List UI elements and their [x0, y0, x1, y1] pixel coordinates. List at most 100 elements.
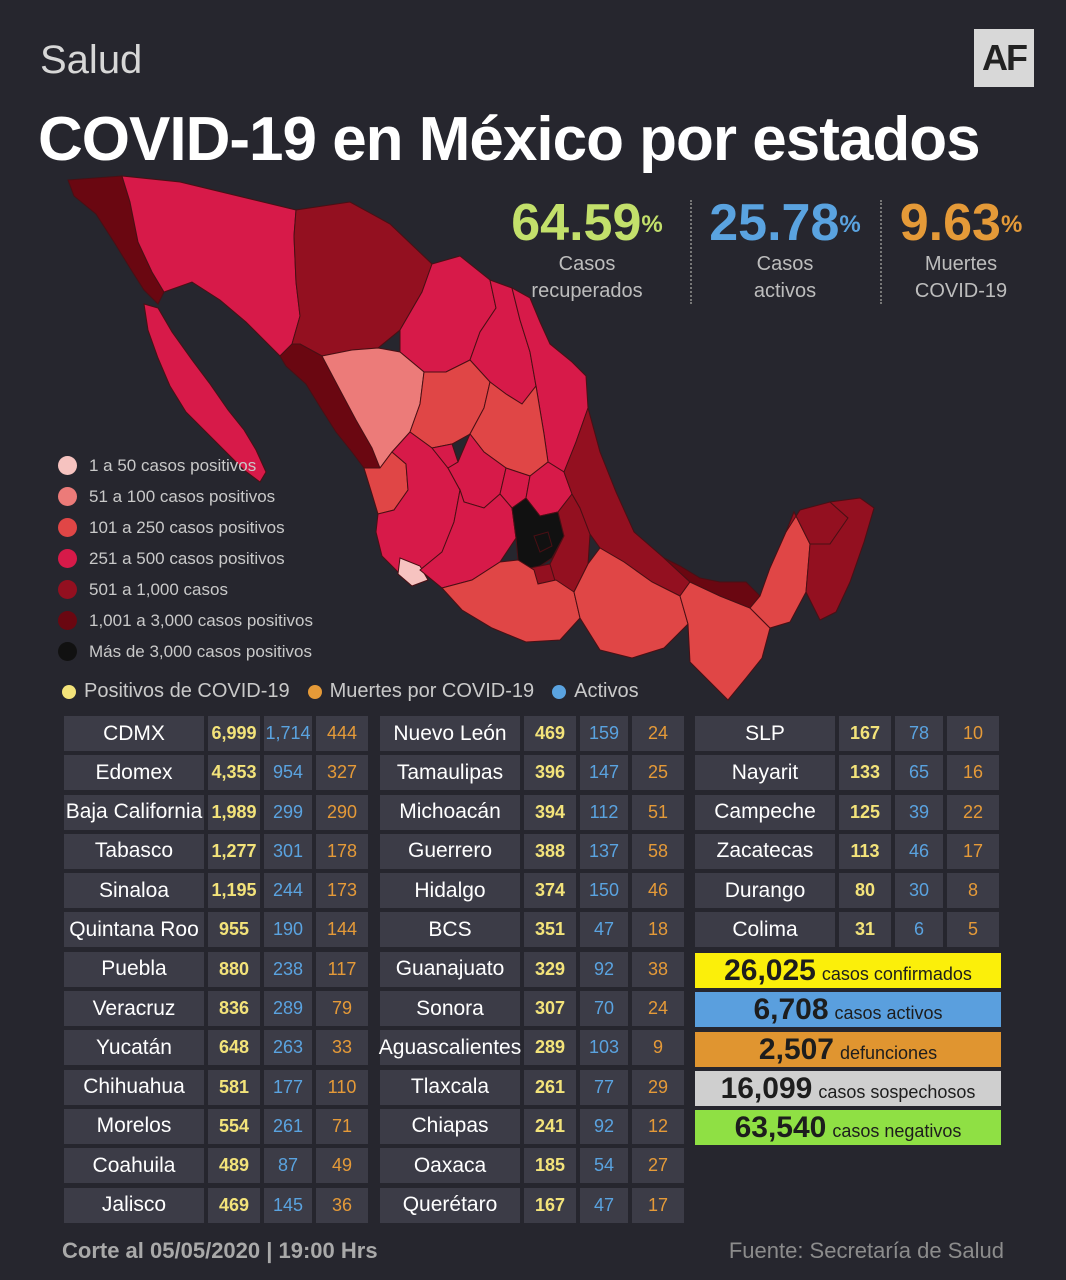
cell-activos: 289 [264, 991, 312, 1027]
cell-state-name: Quintana Roo [64, 912, 204, 948]
table-row: CDMX 6,999 1,714 444 [64, 716, 372, 751]
cell-activos: 954 [264, 755, 312, 791]
stat-muertes: 9.63% Muertes COVID-19 [866, 195, 1056, 305]
cell-positivos: 554 [208, 1108, 260, 1144]
map-state-quintana-roo [805, 497, 875, 621]
page-title: COVID-19 en México por estados [38, 105, 981, 174]
cell-muertes: 9 [632, 1030, 684, 1066]
cell-activos: 112 [580, 794, 628, 830]
cell-muertes: 17 [632, 1187, 684, 1223]
table-row: Puebla 880 238 117 [64, 951, 372, 987]
cell-muertes: 178 [316, 833, 368, 869]
legend-item: Más de 3,000 casos positivos [58, 636, 313, 667]
table-key: Positivos de COVID-19 Muertes por COVID-… [62, 680, 657, 703]
total-value: 6,708 [753, 993, 829, 1027]
cell-muertes: 110 [316, 1069, 368, 1105]
cell-positivos: 836 [208, 991, 260, 1027]
cell-state-name: Nayarit [695, 755, 835, 791]
stat-caption-line2: activos [753, 280, 817, 302]
cell-positivos: 6,999 [208, 716, 260, 751]
legend-swatch [58, 456, 77, 475]
map-state-guerrero [441, 559, 581, 643]
cell-positivos: 167 [524, 1187, 576, 1223]
cell-activos: 47 [580, 912, 628, 948]
legend-item: 501 a 1,000 casos [58, 574, 313, 605]
table-row: Yucatán 648 263 33 [64, 1030, 372, 1066]
cell-activos: 6 [895, 912, 943, 948]
stat-caption-line1: Casos [756, 253, 814, 275]
cell-activos: 39 [895, 794, 943, 830]
cell-muertes: 22 [947, 794, 999, 830]
total-box: 63,540 casos negativos [695, 1110, 1001, 1146]
stat-caption-line1: Casos [558, 253, 616, 275]
cell-positivos: 955 [208, 912, 260, 948]
cell-state-name: Colima [695, 912, 835, 948]
stat-caption-line2: COVID-19 [914, 280, 1008, 302]
cell-muertes: 51 [632, 794, 684, 830]
cell-state-name: Guerrero [380, 833, 520, 869]
total-box: 2,507 defunciones [695, 1031, 1001, 1067]
totals-panel: 26,025 casos confirmados 6,708 casos activo… [695, 953, 1001, 1149]
legend-item: 1 a 50 casos positivos [58, 450, 313, 481]
cell-muertes: 24 [632, 716, 684, 751]
total-box: 26,025 casos confirmados [695, 953, 1001, 988]
cell-muertes: 444 [316, 716, 368, 751]
cell-activos: 299 [264, 794, 312, 830]
cell-muertes: 18 [632, 912, 684, 948]
cell-activos: 92 [580, 951, 628, 987]
cell-muertes: 29 [632, 1069, 684, 1105]
cell-activos: 103 [580, 1030, 628, 1066]
cell-positivos: 167 [839, 716, 891, 751]
footer-source: Fuente: Secretaría de Salud [728, 1238, 1004, 1263]
table-row: BCS 351 47 18 [380, 912, 688, 948]
cell-state-name: Zacatecas [695, 833, 835, 869]
cell-activos: 145 [264, 1187, 312, 1223]
table-row: Michoacán 394 112 51 [380, 794, 688, 830]
footer-cutoff: Corte al 05/05/2020 | 19:00 Hrs [62, 1238, 378, 1263]
cell-state-name: Chiapas [380, 1108, 520, 1144]
legend-swatch [58, 642, 77, 661]
total-label: casos sospechosos [818, 1081, 976, 1102]
legend-swatch [58, 518, 77, 537]
cell-muertes: 8 [947, 873, 999, 909]
legend-swatch [58, 487, 77, 506]
cell-state-name: Chihuahua [64, 1069, 204, 1105]
key-swatch [62, 684, 76, 699]
cell-state-name: Tlaxcala [380, 1069, 520, 1105]
legend-item: 101 a 250 casos positivos [58, 512, 313, 543]
cell-state-name: Querétaro [380, 1187, 520, 1223]
states-table-col3: SLP 167 78 10 Nayarit 133 65 16 Campeche 125 39 22 Z… [695, 716, 1003, 952]
cell-activos: 46 [895, 833, 943, 869]
cell-muertes: 58 [632, 833, 684, 869]
af-logo: AF [974, 29, 1034, 87]
cell-state-name: CDMX [64, 716, 204, 751]
cell-activos: 263 [264, 1030, 312, 1066]
legend-item: 1,001 a 3,000 casos positivos [58, 605, 313, 636]
table-row: Baja California 1,989 299 290 [64, 794, 372, 830]
cell-positivos: 80 [839, 873, 891, 909]
cell-muertes: 16 [947, 755, 999, 791]
cell-positivos: 113 [839, 833, 891, 869]
table-row: Oaxaca 185 54 27 [380, 1148, 688, 1184]
table-row: Guanajuato 329 92 38 [380, 951, 688, 987]
cell-activos: 77 [580, 1069, 628, 1105]
states-table-col2: Nuevo León 469 159 24 Tamaulipas 396 147 25 Mich… [379, 716, 688, 1227]
total-value: 16,099 [720, 1071, 813, 1105]
cell-state-name: Campeche [695, 794, 835, 830]
cell-muertes: 327 [316, 755, 368, 791]
legend-swatch [58, 580, 77, 599]
stat-activos: 25.78% Casos activos [690, 195, 880, 305]
total-value: 63,540 [734, 1111, 827, 1145]
cell-state-name: Puebla [64, 951, 204, 987]
cell-activos: 30 [895, 873, 943, 909]
cell-muertes: 117 [316, 951, 368, 987]
legend-item: 51 a 100 casos positivos [58, 481, 313, 512]
table-row: Quintana Roo 955 190 144 [64, 912, 372, 948]
legend-item: 251 a 500 casos positivos [58, 543, 313, 574]
cell-muertes: 5 [947, 912, 999, 948]
table-row: SLP 167 78 10 [695, 716, 1003, 751]
cell-muertes: 144 [316, 912, 368, 948]
cell-activos: 54 [580, 1148, 628, 1184]
total-label: defunciones [840, 1042, 938, 1063]
cell-state-name: Hidalgo [380, 873, 520, 909]
